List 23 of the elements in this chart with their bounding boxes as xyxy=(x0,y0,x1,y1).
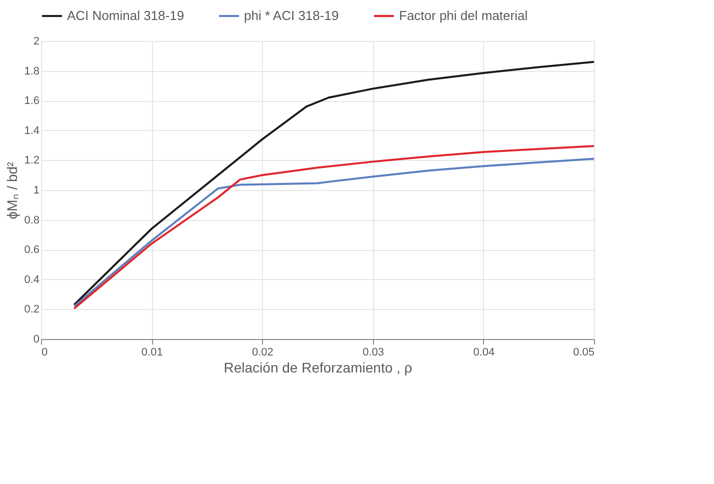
y-tick-label: 0.6 xyxy=(24,244,40,256)
y-tick-label: 1.2 xyxy=(24,154,40,167)
legend-label: Factor phi del material xyxy=(399,8,528,23)
y-tick-label: 0.2 xyxy=(24,304,40,316)
x-tick-label: 0.03 xyxy=(362,346,384,358)
legend-label: phi * ACI 318-19 xyxy=(244,8,339,23)
y-tick-label: 1 xyxy=(33,184,40,196)
x-tick-label: 0.04 xyxy=(473,346,495,358)
line-series xyxy=(73,60,595,306)
y-tick-label: 0 xyxy=(33,334,40,346)
x-axis-title: Relación de Reforzamiento , ρ xyxy=(224,360,412,376)
y-tick-label: 0.4 xyxy=(24,274,40,286)
y-tick-label: 1.6 xyxy=(24,95,40,108)
y-tick-label: 1.8 xyxy=(24,65,40,78)
x-tick-label: 0 xyxy=(42,346,48,358)
y-tick-label: 0.8 xyxy=(24,214,40,226)
y-tick-label: 1.4 xyxy=(24,124,40,137)
x-tick-label: 0.05 xyxy=(573,346,594,358)
x-tick-label: 0.01 xyxy=(141,346,163,358)
y-tick-label: 2 xyxy=(33,36,40,48)
x-tick-label: 0.02 xyxy=(252,346,274,358)
y-axis-title: ϕMₙ / bd² xyxy=(4,161,20,220)
legend-label: ACI Nominal 318-19 xyxy=(67,8,184,23)
